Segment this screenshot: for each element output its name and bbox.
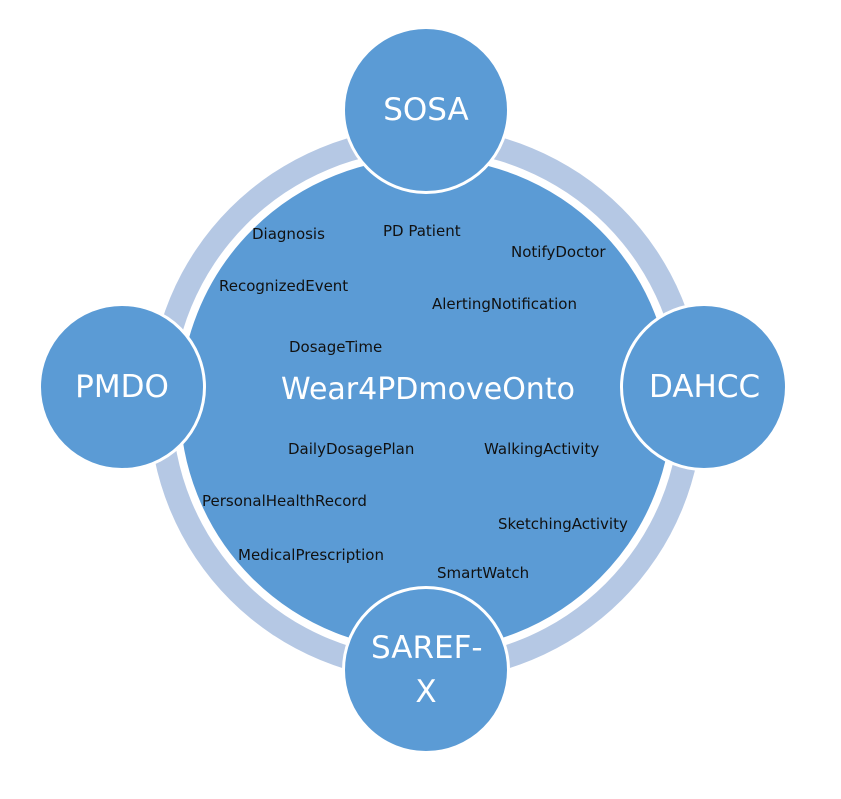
concept-pd-patient: PD Patient (383, 222, 461, 240)
node-dahcc: DAHCC (620, 303, 788, 471)
concept-smart-watch: SmartWatch (437, 564, 530, 582)
concept-alerting-notification: AlertingNotification (432, 295, 577, 313)
concept-walking-activity: WalkingActivity (484, 440, 600, 458)
concept-recognized-event: RecognizedEvent (219, 277, 349, 295)
concept-medical-prescription: MedicalPrescription (238, 546, 384, 564)
concept-dosage-time: DosageTime (289, 338, 383, 356)
node-pmdo: PMDO (38, 303, 206, 471)
node-saref-x-label: SAREF- X (371, 630, 483, 710)
node-saref-x: SAREF- X (342, 586, 510, 754)
center-title: Wear4PDmoveOnto (281, 372, 575, 407)
node-dahcc-label: DAHCC (649, 369, 761, 405)
concept-diagnosis: Diagnosis (252, 225, 325, 243)
node-pmdo-label: PMDO (75, 369, 169, 405)
node-sosa-label: SOSA (383, 92, 469, 128)
concept-sketching-activity: SketchingActivity (498, 515, 628, 533)
concept-daily-dosage-plan: DailyDosagePlan (288, 440, 415, 458)
node-sosa: SOSA (342, 26, 510, 194)
concept-personal-health-record: PersonalHealthRecord (202, 492, 367, 510)
concept-notify-doctor: NotifyDoctor (511, 243, 606, 261)
